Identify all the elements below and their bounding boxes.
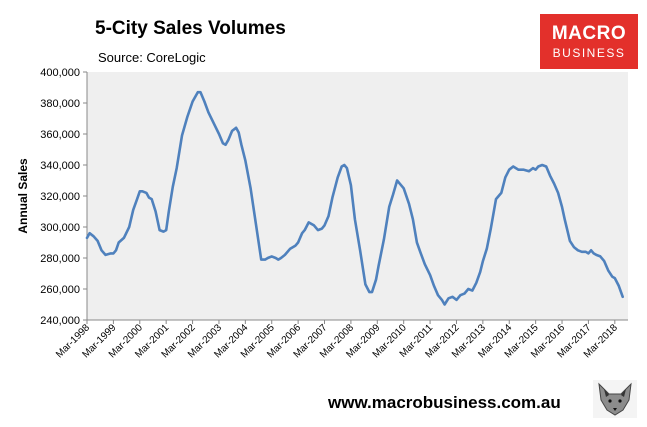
- logo-line-business: BUSINESS: [552, 46, 626, 60]
- website-url: www.macrobusiness.com.au: [328, 393, 561, 412]
- fox-logo-icon: [593, 380, 637, 418]
- y-axis-ticks: 240,000 260,000 280,000 300,000 320,000 340,0…: [40, 67, 87, 327]
- plot-area: [87, 72, 628, 320]
- series-line-annual-sales: [85, 90, 624, 306]
- x-axis-ticks: Mar-1998Mar-1999Mar-2000Mar-2001Mar-2002…: [54, 320, 620, 360]
- logo-line-macro: MACRO: [551, 23, 627, 44]
- y-tick-label: 360,000: [40, 129, 80, 141]
- y-tick-label: 380,000: [40, 98, 80, 110]
- brand-logo: MACRO BUSINESS: [540, 14, 638, 69]
- chart-title: 5-City Sales Volumes: [95, 18, 286, 39]
- y-tick-label: 300,000: [40, 222, 80, 234]
- chart-source: Source: CoreLogic: [98, 50, 206, 65]
- y-axis-label: Annual Sales: [16, 158, 30, 234]
- y-tick-label: 340,000: [40, 160, 80, 172]
- y-tick-label: 400,000: [40, 67, 80, 79]
- y-tick-label: 280,000: [40, 253, 80, 265]
- y-tick-label: 260,000: [40, 284, 80, 296]
- y-tick-label: 240,000: [40, 315, 80, 327]
- y-tick-label: 320,000: [40, 191, 80, 203]
